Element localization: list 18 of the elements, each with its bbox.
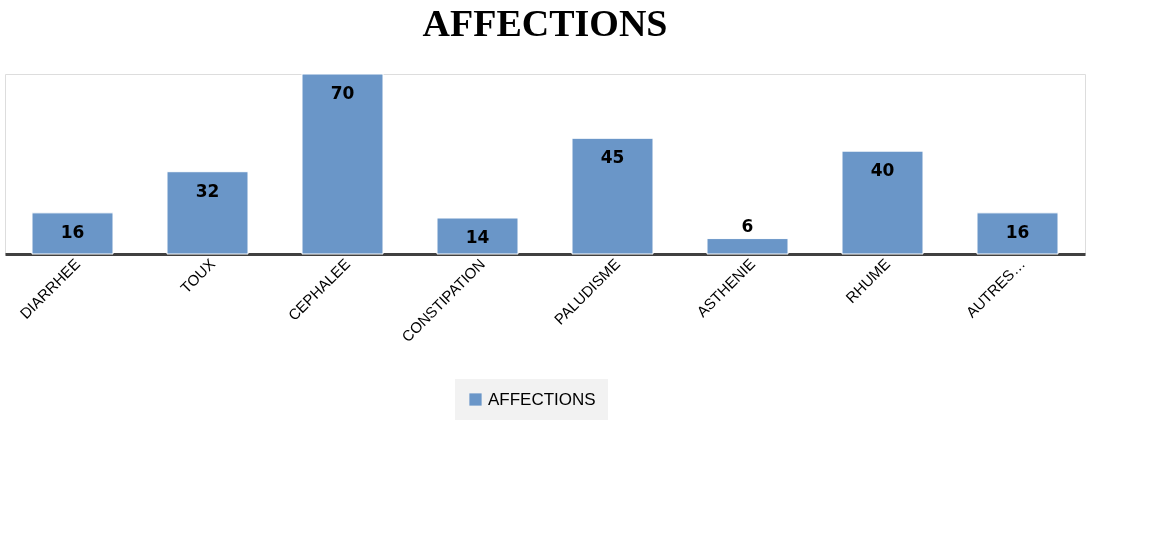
data-label: 6 <box>741 215 754 236</box>
data-label: 16 <box>1005 221 1030 242</box>
bar <box>841 150 924 255</box>
bar <box>31 212 114 255</box>
bar <box>301 73 384 255</box>
legend-label: AFFECTIONS <box>488 389 596 409</box>
bar <box>436 217 519 255</box>
data-label: 32 <box>195 180 220 201</box>
data-label: 45 <box>600 147 625 168</box>
bar <box>706 238 789 255</box>
data-label: 16 <box>60 221 85 242</box>
data-label: 14 <box>465 227 490 247</box>
chart-title: AFFECTIONS <box>422 1 668 44</box>
data-label: 70 <box>330 83 355 103</box>
data-label: 40 <box>870 160 895 181</box>
bar <box>976 212 1059 255</box>
bar <box>166 171 249 255</box>
bar <box>571 137 654 255</box>
